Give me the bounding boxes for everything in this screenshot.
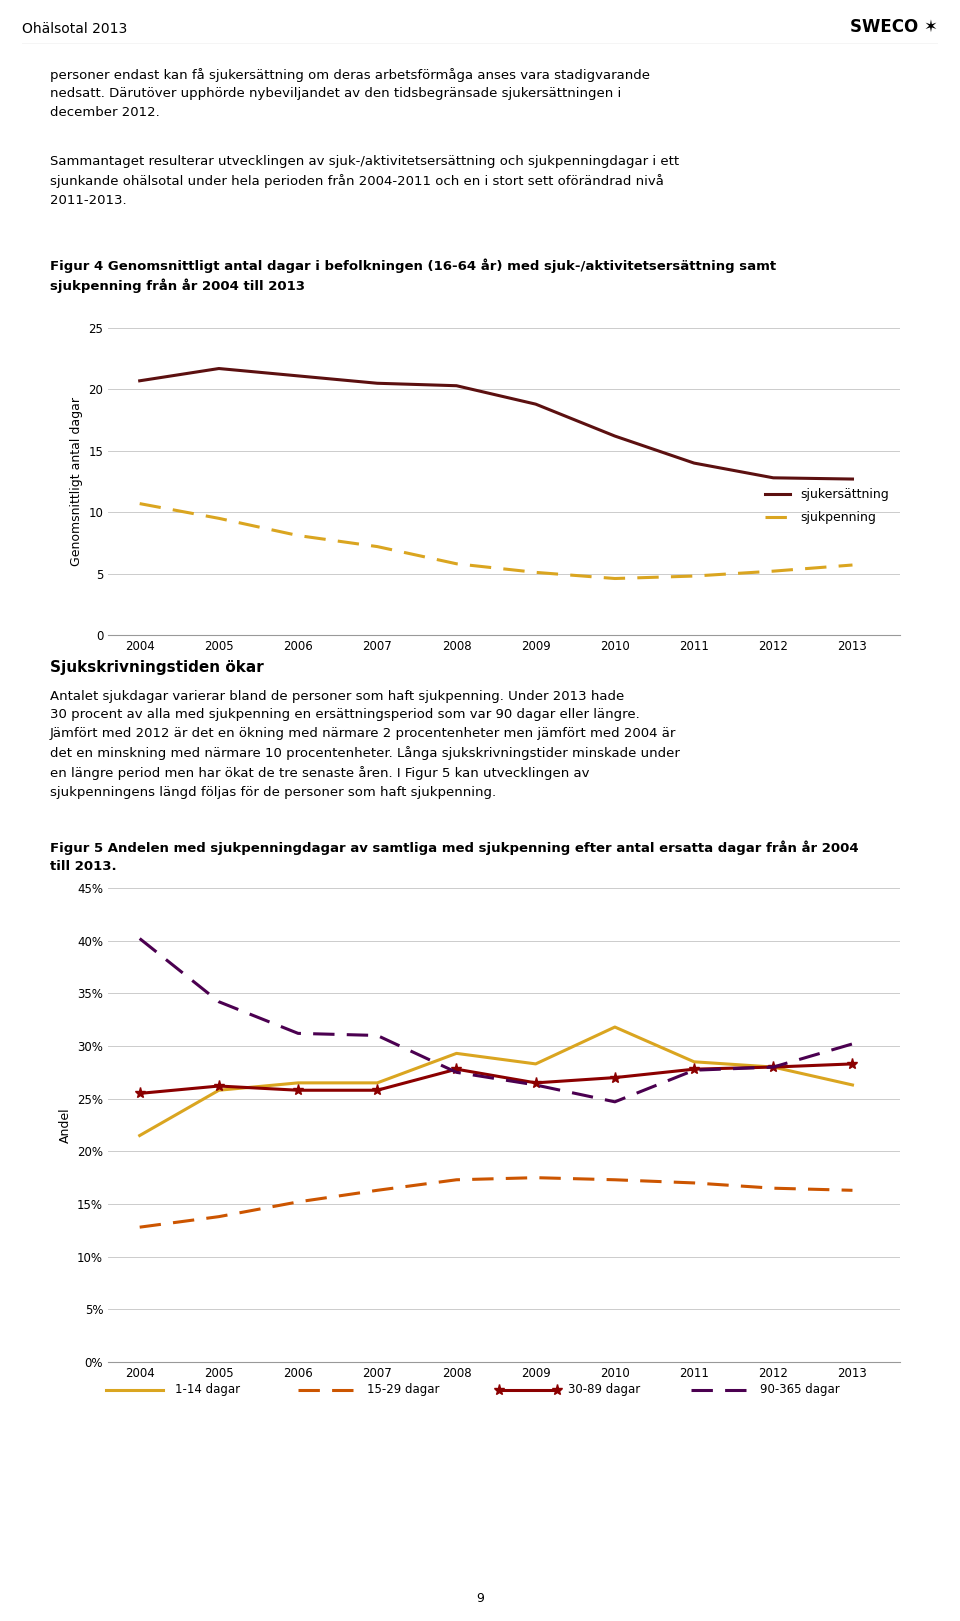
- Y-axis label: Genomsnittligt antal dagar: Genomsnittligt antal dagar: [70, 397, 83, 566]
- Text: SWECO ✶: SWECO ✶: [851, 18, 938, 36]
- Text: Sjukskrivningstiden ökar: Sjukskrivningstiden ökar: [50, 660, 264, 674]
- Y-axis label: Andel: Andel: [59, 1107, 72, 1143]
- Legend: sjukersättning, sjukpenning: sjukersättning, sjukpenning: [760, 483, 894, 528]
- Text: Figur 4 Genomsnittligt antal dagar i befolkningen (16-64 år) med sjuk-/aktivitet: Figur 4 Genomsnittligt antal dagar i bef…: [50, 258, 776, 293]
- Text: Sammantaget resulterar utvecklingen av sjuk-/aktivitetsersättning och sjukpennin: Sammantaget resulterar utvecklingen av s…: [50, 156, 679, 206]
- Text: Figur 5 Andelen med sjukpenningdagar av samtliga med sjukpenning efter antal ers: Figur 5 Andelen med sjukpenningdagar av …: [50, 840, 858, 874]
- Text: 90-365 dagar: 90-365 dagar: [760, 1383, 840, 1397]
- Text: personer endast kan få sjukersättning om deras arbetsförmåga anses vara stadigva: personer endast kan få sjukersättning om…: [50, 68, 650, 118]
- Text: 1-14 dagar: 1-14 dagar: [175, 1383, 240, 1397]
- Text: 15-29 dagar: 15-29 dagar: [367, 1383, 440, 1397]
- Text: 30-89 dagar: 30-89 dagar: [568, 1383, 640, 1397]
- Text: Ohälsotal 2013: Ohälsotal 2013: [22, 23, 128, 36]
- Text: Antalet sjukdagar varierar bland de personer som haft sjukpenning. Under 2013 ha: Antalet sjukdagar varierar bland de pers…: [50, 691, 680, 799]
- Text: 9: 9: [476, 1592, 484, 1605]
